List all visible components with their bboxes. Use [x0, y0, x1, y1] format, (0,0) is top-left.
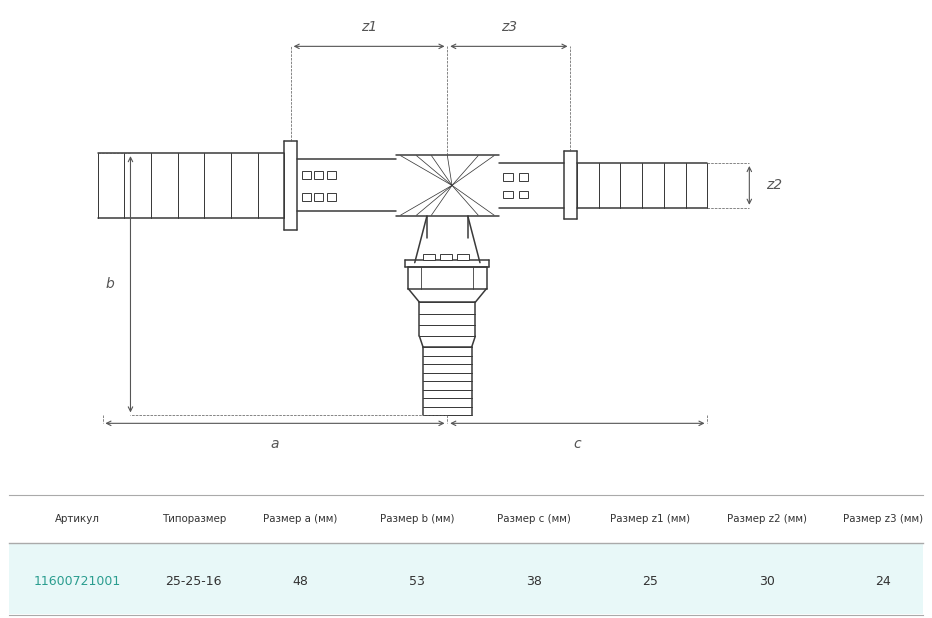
FancyBboxPatch shape	[457, 254, 469, 260]
Text: z2: z2	[766, 179, 782, 192]
FancyBboxPatch shape	[519, 190, 528, 198]
FancyBboxPatch shape	[519, 174, 528, 180]
Text: 30: 30	[759, 575, 774, 588]
Text: Размер z3 (мм): Размер z3 (мм)	[843, 514, 923, 524]
Text: Размер c (мм): Размер c (мм)	[497, 514, 570, 524]
FancyBboxPatch shape	[302, 193, 311, 201]
Text: b: b	[105, 277, 115, 291]
FancyBboxPatch shape	[423, 254, 435, 260]
FancyBboxPatch shape	[327, 171, 336, 179]
FancyBboxPatch shape	[314, 171, 323, 179]
Text: z3: z3	[500, 20, 517, 34]
Text: Размер z2 (мм): Размер z2 (мм)	[727, 514, 806, 524]
Text: Размер z1 (мм): Размер z1 (мм)	[610, 514, 690, 524]
Text: a: a	[270, 437, 280, 451]
Text: 24: 24	[875, 575, 891, 588]
Text: c: c	[573, 437, 582, 451]
Text: 25: 25	[642, 575, 658, 588]
FancyBboxPatch shape	[503, 190, 513, 198]
Bar	[9, 544, 923, 614]
FancyBboxPatch shape	[440, 254, 452, 260]
FancyBboxPatch shape	[503, 174, 513, 180]
Text: 38: 38	[526, 575, 541, 588]
FancyBboxPatch shape	[314, 193, 323, 201]
Text: Артикул: Артикул	[55, 514, 100, 524]
Text: 25-25-16: 25-25-16	[166, 575, 222, 588]
Text: Размер b (мм): Размер b (мм)	[380, 514, 454, 524]
Text: 11600721001: 11600721001	[34, 575, 121, 588]
Text: Типоразмер: Типоразмер	[161, 514, 226, 524]
FancyBboxPatch shape	[327, 193, 336, 201]
Text: 48: 48	[293, 575, 308, 588]
FancyBboxPatch shape	[302, 171, 311, 179]
Text: 53: 53	[409, 575, 425, 588]
Text: z1: z1	[361, 20, 377, 34]
Text: Размер a (мм): Размер a (мм)	[264, 514, 337, 524]
